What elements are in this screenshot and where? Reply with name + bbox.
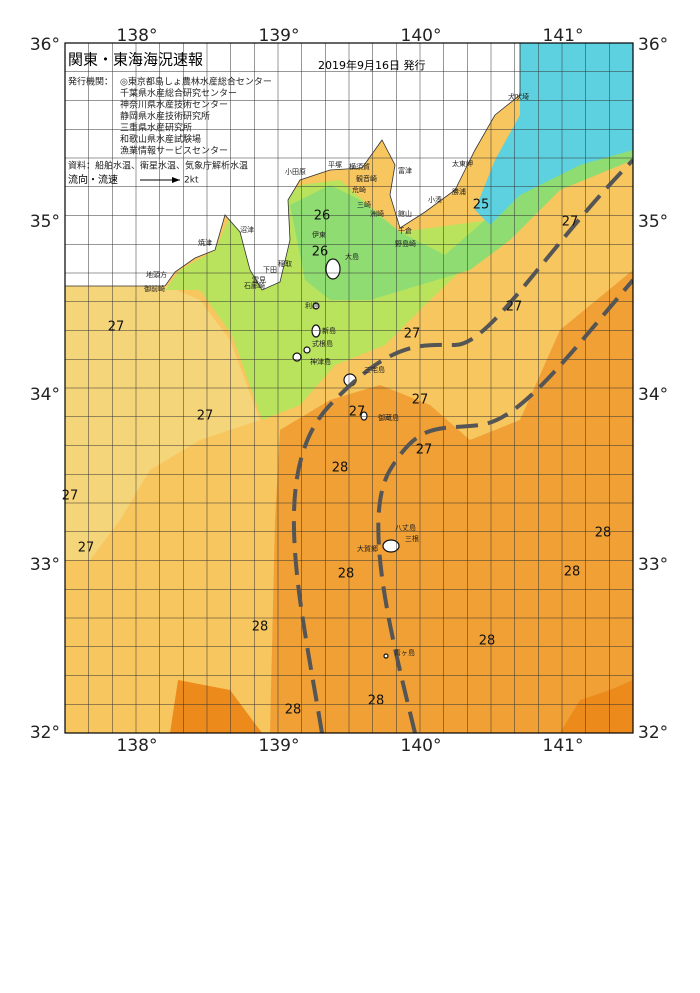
place-name: 石廊崎 [244, 281, 265, 290]
lat-label: 35° [30, 212, 60, 232]
issue-date: 2019年9月16日 発行 [318, 58, 426, 72]
temperature-label: 27 [416, 443, 433, 458]
lon-label: 140° [401, 736, 442, 756]
lat-label: 32° [30, 723, 60, 743]
sea-zone [65, 285, 260, 560]
place-name: 八丈島 [395, 523, 416, 532]
agency: 神奈川県水産技術センター [120, 99, 228, 111]
temperature-label: 27 [78, 541, 95, 556]
agency: 三重県水産研究所 [120, 122, 192, 134]
place-name: 焼津 [198, 238, 212, 247]
place-name: 雲見 [252, 276, 266, 284]
source: 資料：船舶水温、衛星水温、気象庁解析水温 [68, 160, 248, 172]
lat-label: 33° [638, 555, 668, 575]
temperature-label: 27 [412, 393, 429, 408]
place-name: 御蔵島 [378, 413, 399, 422]
temperature-label: 28 [564, 565, 581, 580]
temperature-label: 27 [506, 300, 523, 315]
place-name: 青ヶ島 [394, 648, 415, 657]
temperature-label: 27 [197, 409, 214, 424]
place-name: 神津島 [310, 357, 331, 366]
agency: 千葉県水産総合研究センター [120, 87, 237, 99]
agency: ◎東京都島しょ農林水産総合センター [120, 76, 272, 88]
place-name: 横須賀 [349, 162, 370, 171]
temperature-label: 27 [108, 320, 125, 335]
place-name: 伊東 [312, 230, 326, 239]
temperature-label: 27 [62, 489, 79, 504]
temperature-label: 27 [562, 215, 579, 230]
place-name: 利島 [305, 301, 319, 310]
place-name: 館山 [398, 209, 412, 218]
place-name: 富津 [398, 166, 412, 175]
place-name: 平塚 [328, 160, 342, 169]
lat-label: 34° [638, 385, 668, 405]
place-name: 洲崎 [370, 209, 384, 218]
lat-label: 36° [638, 35, 668, 55]
temperature-label: 27 [404, 327, 421, 342]
place-name: 地頭方 [146, 270, 167, 279]
temperature-label: 28 [595, 526, 612, 541]
kuroshio-axis [291, 158, 633, 733]
temperature-label: 28 [338, 567, 355, 582]
agency: 和歌山県水産試験場 [120, 133, 201, 145]
lat-label: 35° [638, 212, 668, 232]
temperature-label: 28 [332, 461, 349, 476]
lon-label: 138° [117, 736, 158, 756]
place-name: 新島 [322, 326, 336, 335]
land [65, 43, 521, 291]
legend-label: 流向・流速 [68, 173, 118, 186]
title: 関東・東海海況速報 [68, 51, 203, 69]
place-name: 御前崎 [144, 284, 165, 293]
place-name: 三崎 [357, 200, 371, 209]
agency-label: 発行機関： [68, 76, 113, 88]
lon-label: 139° [259, 26, 300, 46]
place-name: 千倉 [398, 226, 412, 235]
temperature-label: 27 [349, 405, 366, 420]
temperature-label: 25 [473, 198, 490, 213]
place-name: 太東岬 [452, 159, 473, 168]
lat-label: 32° [638, 723, 668, 743]
sea-zone [560, 680, 633, 733]
place-name: 稲取 [278, 259, 292, 268]
temperature-label: 28 [285, 703, 302, 718]
map-frame [64, 42, 634, 734]
place-name: 大賀郷 [357, 544, 378, 553]
temperature-label: 28 [479, 634, 496, 649]
lon-label: 139° [259, 736, 300, 756]
place-name: 野島崎 [395, 239, 416, 248]
lon-label: 140° [401, 26, 442, 46]
temperature-label: 28 [252, 620, 269, 635]
place-name: 荒崎 [352, 185, 366, 194]
agency: 漁業情報サービスセンター [120, 145, 228, 157]
place-name: 犬吠埼 [508, 92, 529, 101]
temperature-label: 26 [314, 209, 331, 224]
place-name: 沼津 [240, 225, 254, 234]
place-name: 式根島 [312, 339, 333, 348]
lon-label: 141° [543, 26, 584, 46]
lon-label: 138° [117, 26, 158, 46]
lat-label: 36° [30, 35, 60, 55]
place-name: 三根 [405, 534, 419, 543]
place-name: 小湊 [428, 195, 442, 204]
lat-label: 33° [30, 555, 60, 575]
place-name: 小田原 [285, 167, 306, 176]
legend-arrow-head [172, 177, 180, 183]
lat-label: 34° [30, 385, 60, 405]
temperature-label: 26 [312, 245, 329, 260]
place-name: 下田 [263, 266, 277, 274]
place-name: 勝浦 [452, 187, 466, 196]
sea-zone [170, 680, 262, 733]
agency: 静岡県水産技術研究所 [120, 110, 210, 122]
place-name: 三宅島 [364, 365, 385, 374]
temperature-label: 28 [368, 694, 385, 709]
legend-speed: 2kt [184, 176, 199, 186]
lon-label: 141° [543, 736, 584, 756]
place-name: 観音崎 [356, 174, 377, 183]
map-area [65, 43, 633, 733]
place-name: 大島 [345, 252, 359, 261]
